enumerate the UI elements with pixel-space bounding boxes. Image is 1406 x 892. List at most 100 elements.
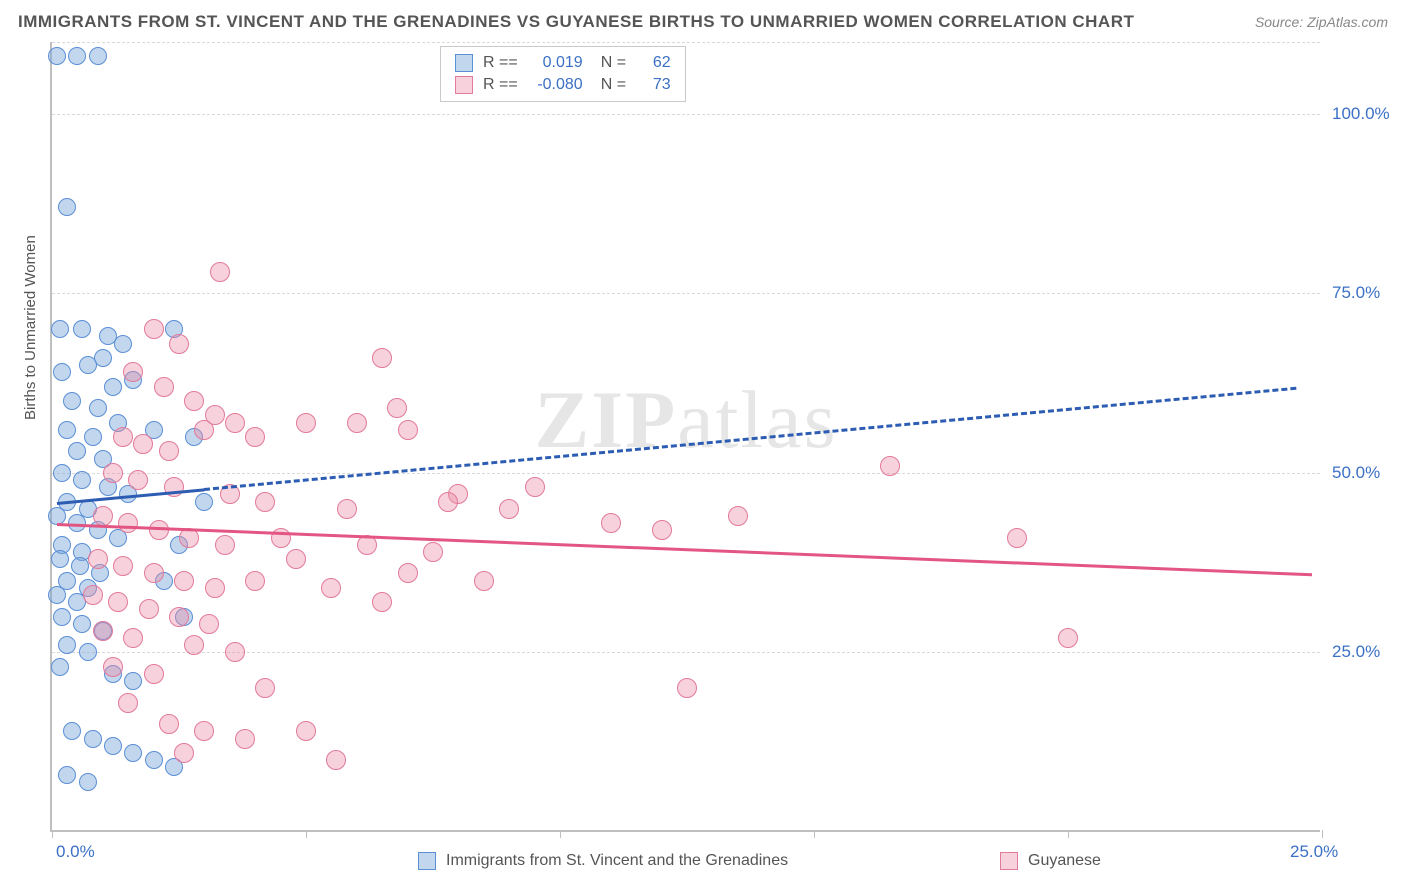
y-tick-label: 25.0% xyxy=(1332,642,1380,662)
data-point xyxy=(159,441,179,461)
data-point xyxy=(53,363,71,381)
legend-r-label: R == xyxy=(483,76,518,94)
data-point xyxy=(210,262,230,282)
data-point xyxy=(1058,628,1078,648)
gridline-h xyxy=(52,42,1320,43)
data-point xyxy=(321,578,341,598)
data-point xyxy=(48,586,66,604)
data-point xyxy=(205,578,225,598)
data-point xyxy=(79,356,97,374)
data-point xyxy=(93,621,113,641)
data-point xyxy=(89,399,107,417)
data-point xyxy=(286,549,306,569)
data-point xyxy=(199,614,219,634)
data-point xyxy=(53,464,71,482)
data-point xyxy=(84,428,102,446)
data-point xyxy=(423,542,443,562)
data-point xyxy=(154,377,174,397)
data-point xyxy=(387,398,407,418)
data-point xyxy=(68,47,86,65)
data-point xyxy=(79,773,97,791)
data-point xyxy=(84,730,102,748)
data-point xyxy=(372,348,392,368)
data-point xyxy=(296,413,316,433)
data-point xyxy=(525,477,545,497)
data-point xyxy=(145,751,163,769)
data-point xyxy=(88,549,108,569)
data-point xyxy=(144,664,164,684)
data-point xyxy=(108,592,128,612)
data-point xyxy=(326,750,346,770)
data-point xyxy=(103,657,123,677)
data-point xyxy=(652,520,672,540)
data-point xyxy=(398,420,418,440)
data-point xyxy=(133,434,153,454)
data-point xyxy=(235,729,255,749)
data-point xyxy=(58,421,76,439)
legend-correlation-box: R ==0.019N =62R ==-0.080N =73 xyxy=(440,46,686,102)
data-point xyxy=(255,678,275,698)
data-point xyxy=(128,470,148,490)
legend-swatch xyxy=(455,54,473,72)
data-point xyxy=(372,592,392,612)
data-point xyxy=(215,535,235,555)
data-point xyxy=(53,608,71,626)
x-tick xyxy=(814,830,815,838)
trend-line xyxy=(204,387,1296,491)
gridline-h xyxy=(52,114,1320,115)
data-point xyxy=(144,563,164,583)
data-point xyxy=(51,320,69,338)
legend-n-label: N = xyxy=(601,54,631,72)
data-point xyxy=(58,766,76,784)
data-point xyxy=(184,391,204,411)
legend-n-value: 62 xyxy=(641,54,671,72)
data-point xyxy=(337,499,357,519)
data-point xyxy=(296,721,316,741)
data-point xyxy=(124,744,142,762)
legend-r-value: 0.019 xyxy=(528,54,583,72)
trend-line xyxy=(57,523,1312,576)
data-point xyxy=(174,743,194,763)
legend-r-label: R == xyxy=(483,54,518,72)
data-point xyxy=(245,571,265,591)
data-point xyxy=(225,642,245,662)
legend-n-value: 73 xyxy=(641,76,671,94)
x-tick-label: 25.0% xyxy=(1290,842,1338,862)
data-point xyxy=(174,571,194,591)
data-point xyxy=(225,413,245,433)
data-point xyxy=(93,506,113,526)
x-tick xyxy=(1068,830,1069,838)
x-tick xyxy=(560,830,561,838)
data-point xyxy=(195,493,213,511)
data-point xyxy=(104,378,122,396)
data-point xyxy=(68,442,86,460)
data-point xyxy=(499,499,519,519)
data-point xyxy=(139,599,159,619)
x-tick-label: 0.0% xyxy=(56,842,95,862)
data-point xyxy=(123,628,143,648)
data-point xyxy=(245,427,265,447)
data-point xyxy=(83,585,103,605)
plot-area: ZIPatlas xyxy=(50,42,1320,832)
data-point xyxy=(123,362,143,382)
legend-bottom-item: Immigrants from St. Vincent and the Gren… xyxy=(418,852,788,870)
legend-r-value: -0.080 xyxy=(528,76,583,94)
x-tick xyxy=(1322,830,1323,838)
data-point xyxy=(880,456,900,476)
y-axis-label: Births to Unmarried Women xyxy=(22,235,39,420)
data-point xyxy=(118,513,138,533)
data-point xyxy=(601,513,621,533)
legend-series-name: Guyanese xyxy=(1028,852,1101,870)
data-point xyxy=(114,335,132,353)
data-point xyxy=(118,693,138,713)
gridline-h xyxy=(52,293,1320,294)
data-point xyxy=(113,556,133,576)
data-point xyxy=(438,492,458,512)
data-point xyxy=(169,334,189,354)
data-point xyxy=(1007,528,1027,548)
data-point xyxy=(63,722,81,740)
legend-row: R == 0.019 N = 62 xyxy=(455,52,671,74)
data-point xyxy=(398,563,418,583)
data-point xyxy=(169,607,189,627)
source-label: Source: ZipAtlas.com xyxy=(1255,14,1388,30)
